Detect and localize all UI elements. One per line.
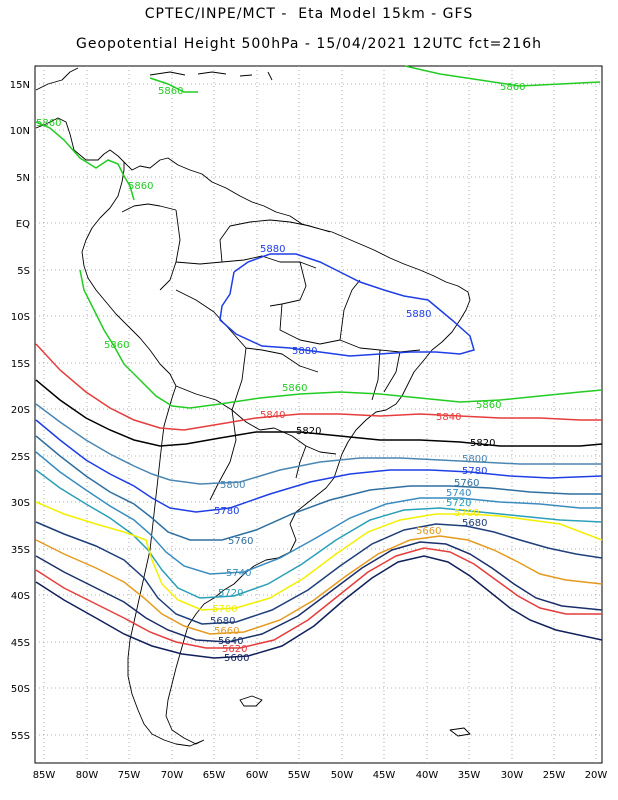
contour-label: 5860 xyxy=(500,82,525,93)
contour-5640 xyxy=(35,541,603,643)
lat-label: 5N xyxy=(16,173,30,184)
contour-label: 5860 xyxy=(128,181,153,192)
contour-label: 5660 xyxy=(214,626,239,637)
lon-label: 80W xyxy=(76,770,99,781)
latitude-labels: 15N 10N 5N EQ 5S 10S 15S 20S 25S 30S 35S… xyxy=(10,80,30,742)
contour-5800 xyxy=(35,403,602,485)
lon-label: 65W xyxy=(203,770,226,781)
lat-label: 15S xyxy=(11,359,30,370)
contour-label: 5780 xyxy=(462,466,487,477)
contour-label: 5820 xyxy=(296,426,321,437)
contour-5680 xyxy=(35,521,603,625)
lat-label: 55S xyxy=(11,731,30,742)
contour-label: 5860 xyxy=(476,400,501,411)
lat-label: 30S xyxy=(11,498,30,509)
contour-label: 5680 xyxy=(210,616,235,627)
lat-label: 35S xyxy=(11,545,30,556)
chart-title: CPTEC/INPE/MCT - Eta Model 15km - GFS xyxy=(144,6,474,22)
contour-label: 5880 xyxy=(406,309,431,320)
coast-south-america xyxy=(81,157,471,747)
lon-label: 45W xyxy=(373,770,396,781)
contour-label: 5840 xyxy=(260,410,285,421)
contour-5860-central-america xyxy=(35,121,135,201)
contour-label: 5740 xyxy=(226,568,251,579)
contour-label: 5720 xyxy=(446,498,471,509)
country-borders xyxy=(121,203,421,501)
lon-label: 30W xyxy=(501,770,524,781)
contour-5820 xyxy=(35,379,603,447)
contour-5880 xyxy=(219,253,475,357)
lon-label: 25W xyxy=(543,770,566,781)
lon-label: 75W xyxy=(118,770,141,781)
lat-label: 15N xyxy=(10,80,30,91)
contour-label: 5700 xyxy=(212,604,237,615)
contour-5660 xyxy=(35,535,603,635)
coast-central-america xyxy=(35,67,125,163)
contour-label: 5820 xyxy=(470,438,495,449)
contour-label: 5860 xyxy=(282,383,307,394)
contour-label: 5800 xyxy=(220,480,245,491)
contour-label: 5740 xyxy=(446,488,471,499)
contour-label: 5600 xyxy=(224,653,249,664)
contour-5860-caribbean xyxy=(149,77,198,93)
lat-label: 25S xyxy=(11,452,30,463)
contour-5760 xyxy=(35,435,602,541)
contour-5720 xyxy=(35,469,603,599)
contour-label: 5860 xyxy=(158,86,183,97)
contour-label: 5680 xyxy=(462,518,487,529)
contour-label: 5880 xyxy=(292,346,317,357)
contour-label: 5720 xyxy=(218,588,243,599)
contour-label: 5860 xyxy=(36,118,61,129)
contour-5860-north xyxy=(404,65,601,87)
lon-label: 55W xyxy=(288,770,311,781)
lat-label: 20S xyxy=(11,405,30,416)
contour-label: 5620 xyxy=(222,644,247,655)
coast-islands xyxy=(239,695,471,737)
contour-5700 xyxy=(35,501,603,611)
contour-labels: 5860 5860 5860 5860 5860 5860 5860 5880 … xyxy=(36,82,525,664)
contours xyxy=(35,65,603,659)
contour-label: 5880 xyxy=(260,244,285,255)
contour-label: 5640 xyxy=(218,636,243,647)
contour-5620 xyxy=(35,547,602,649)
contour-5840 xyxy=(35,343,602,431)
lon-label: 20W xyxy=(585,770,608,781)
contour-label: 5760 xyxy=(454,478,479,489)
contour-label: 5860 xyxy=(104,340,129,351)
lon-label: 70W xyxy=(161,770,184,781)
contour-5600 xyxy=(35,555,603,659)
contour-label: 5800 xyxy=(462,454,487,465)
coastlines xyxy=(35,67,471,747)
contour-label: 5760 xyxy=(228,536,253,547)
lat-label: 50S xyxy=(11,684,30,695)
lon-label: 85W xyxy=(33,770,56,781)
contour-5740 xyxy=(35,451,602,575)
lat-label: 40S xyxy=(11,591,30,602)
contour-5780 xyxy=(35,419,603,513)
lat-label: 10S xyxy=(11,312,30,323)
contour-label: 5700 xyxy=(454,508,479,519)
contour-label: 5840 xyxy=(436,412,461,423)
chart-subtitle: Geopotential Height 500hPa - 15/04/2021 … xyxy=(75,36,543,52)
contour-label: 5660 xyxy=(416,526,441,537)
lat-label: 5S xyxy=(17,266,30,277)
longitude-labels: 85W 80W 75W 70W 65W 60W 55W 50W 45W 40W … xyxy=(33,770,608,781)
lat-label: EQ xyxy=(16,219,30,230)
lon-label: 35W xyxy=(458,770,481,781)
lon-label: 60W xyxy=(246,770,269,781)
lon-label: 40W xyxy=(416,770,439,781)
lat-label: 10N xyxy=(10,126,30,137)
lon-label: 50W xyxy=(331,770,354,781)
lat-label: 45S xyxy=(11,638,30,649)
coast-caribbean xyxy=(149,71,273,81)
contour-label: 5780 xyxy=(214,506,239,517)
contour-5860-south xyxy=(79,269,603,409)
